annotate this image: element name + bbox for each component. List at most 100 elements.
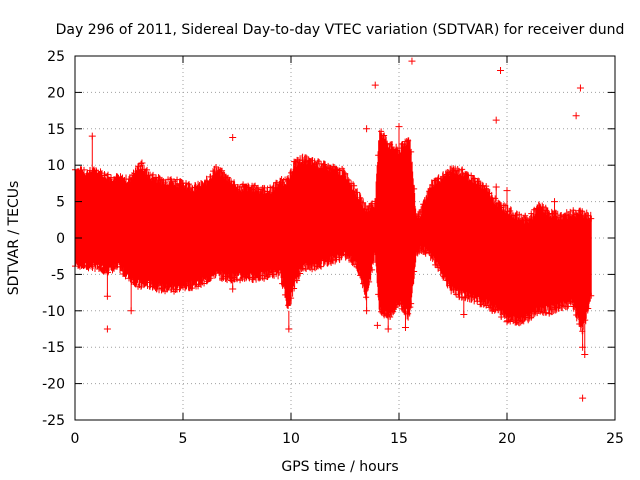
data-point <box>495 200 502 207</box>
data-point <box>210 168 217 175</box>
data-point <box>189 184 196 191</box>
outlier-point <box>371 81 379 89</box>
data-point <box>303 266 310 273</box>
data-point <box>372 249 379 256</box>
data-point <box>552 210 559 217</box>
data-point <box>573 211 580 218</box>
data-point <box>435 264 442 271</box>
data-point <box>459 166 466 173</box>
data-point <box>117 263 124 270</box>
data-point <box>585 212 592 219</box>
data-point <box>501 310 508 317</box>
data-point <box>420 249 427 256</box>
data-point <box>561 213 568 220</box>
data-point <box>570 207 577 214</box>
data-point <box>357 272 364 279</box>
data-point <box>447 282 454 289</box>
y-tick-label: -10 <box>42 304 65 320</box>
data-point <box>453 291 460 298</box>
data-point <box>258 186 265 193</box>
data-point <box>183 180 190 187</box>
data-point <box>123 269 130 276</box>
data-point <box>435 175 442 182</box>
data-point <box>510 318 517 325</box>
x-tick-labels: 0 5 10 15 20 25 <box>71 431 624 447</box>
outlier-point <box>103 292 111 300</box>
outlier-point <box>579 394 587 402</box>
data-point <box>144 166 151 173</box>
data-point <box>192 281 199 288</box>
data-point <box>264 274 271 281</box>
data-point <box>543 309 550 316</box>
data-point <box>333 256 340 263</box>
data-point <box>276 181 283 188</box>
y-tick-label: 20 <box>47 85 65 101</box>
data-point <box>201 280 208 287</box>
y-tick-label: -5 <box>51 267 65 283</box>
data-point <box>105 171 112 178</box>
data-point <box>120 270 127 277</box>
data-point <box>237 277 244 284</box>
data-point <box>492 306 499 313</box>
data-point <box>498 204 505 211</box>
y-tick-label: 10 <box>47 158 65 174</box>
data-point <box>480 298 487 305</box>
data-point <box>570 303 577 310</box>
y-tick-label: 0 <box>56 231 65 247</box>
data-point <box>174 286 181 293</box>
data-point <box>477 301 484 308</box>
data-point <box>456 167 463 174</box>
data-point <box>501 202 508 209</box>
y-tick-label: 15 <box>47 122 65 138</box>
data-point <box>198 183 205 190</box>
data-point <box>108 174 115 181</box>
data-point <box>534 205 541 212</box>
outlier-point <box>373 321 381 329</box>
data-point <box>432 261 439 268</box>
data-point <box>186 181 193 188</box>
y-tick-label: -15 <box>42 340 65 356</box>
outlier-point <box>363 307 371 315</box>
data-point <box>240 181 247 188</box>
data-point <box>126 176 133 183</box>
data-point <box>216 168 223 175</box>
data-point <box>228 178 235 185</box>
data-point <box>213 164 220 171</box>
data-point <box>171 178 178 185</box>
data-point <box>531 206 538 213</box>
data-point <box>390 308 397 315</box>
data-point <box>402 138 409 145</box>
data-point <box>555 304 562 311</box>
data-point <box>159 176 166 183</box>
outlier-point <box>503 318 511 326</box>
data-point <box>279 280 286 287</box>
x-tick-label: 5 <box>179 431 188 447</box>
data-point <box>540 204 547 211</box>
data-point <box>156 174 163 181</box>
data-point <box>342 170 349 177</box>
data-point <box>309 266 316 273</box>
data-point <box>207 173 214 180</box>
data-point <box>219 275 226 282</box>
x-tick-label: 25 <box>606 431 624 447</box>
data-point <box>240 274 247 281</box>
data-point <box>363 206 370 213</box>
data-point <box>318 263 325 270</box>
data-point <box>246 184 253 191</box>
data-point <box>366 278 373 285</box>
data-point <box>318 160 325 167</box>
outlier-point <box>285 325 293 333</box>
data-point <box>366 202 373 209</box>
data-point <box>441 173 448 180</box>
data-point <box>300 265 307 272</box>
outlier-point <box>551 198 559 206</box>
data-point <box>576 320 583 327</box>
outlier-point <box>88 132 96 140</box>
data-point <box>420 201 427 208</box>
y-tick-label: 5 <box>56 195 65 211</box>
data-point <box>195 185 202 192</box>
data-point <box>108 264 115 271</box>
data-point <box>399 305 406 312</box>
data-point <box>486 304 493 311</box>
data-point <box>450 286 457 293</box>
